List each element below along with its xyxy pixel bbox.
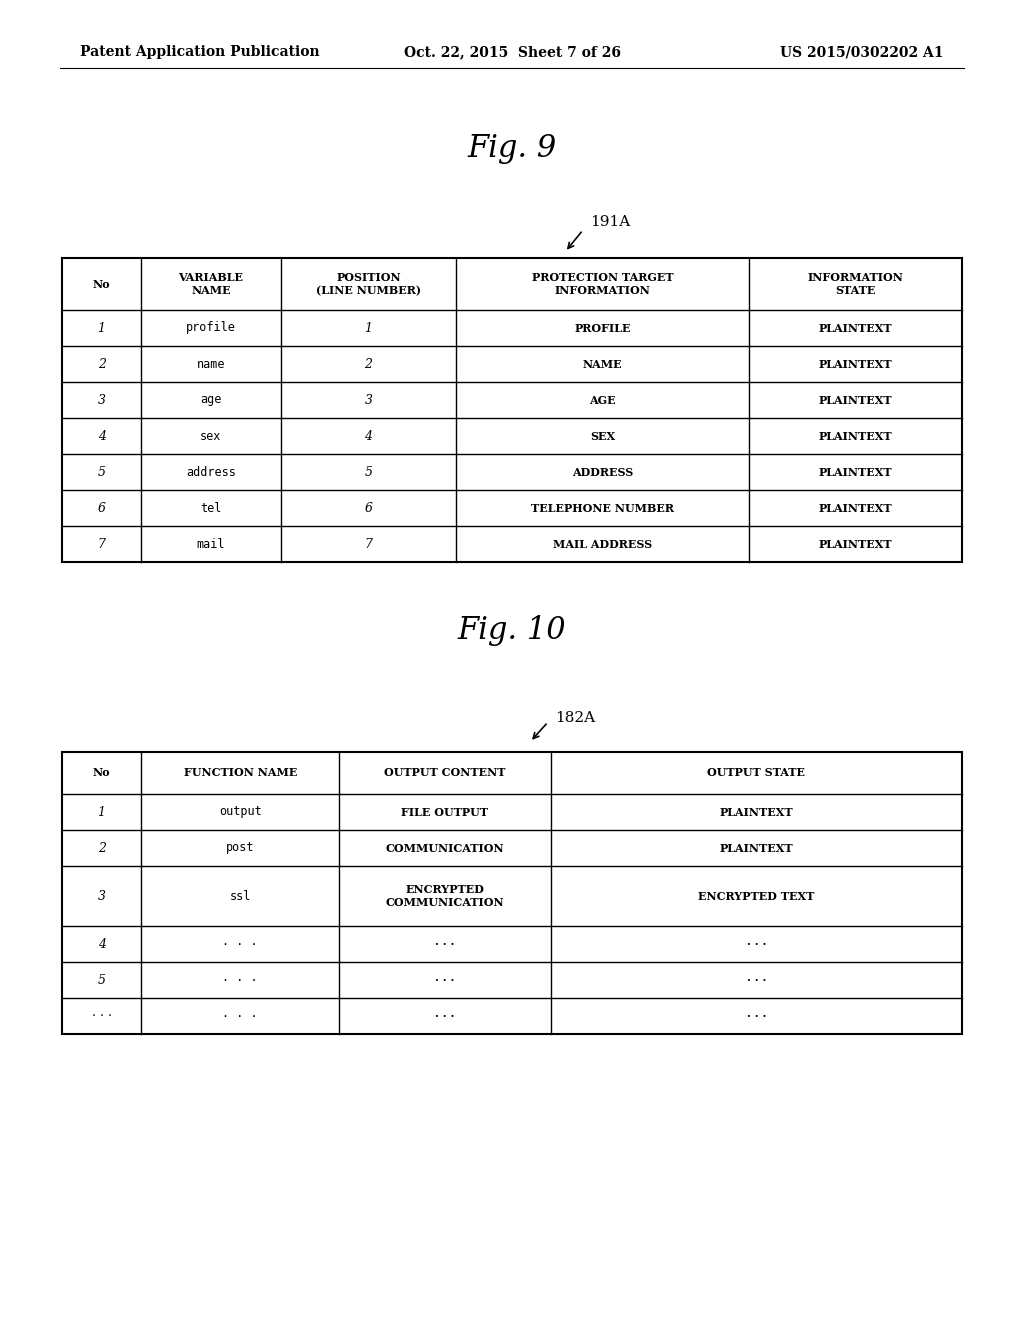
Bar (62, 257, 962, 562)
Text: · · ·: · · · (222, 974, 258, 986)
Text: ADDRESS: ADDRESS (571, 466, 633, 478)
Text: 182A: 182A (555, 711, 595, 725)
Text: Patent Application Publication: Patent Application Publication (80, 45, 319, 59)
Text: OUTPUT STATE: OUTPUT STATE (708, 767, 805, 779)
Text: 5: 5 (97, 974, 105, 986)
Text: 1: 1 (365, 322, 373, 334)
Text: FUNCTION NAME: FUNCTION NAME (183, 767, 297, 779)
Text: PLAINTEXT: PLAINTEXT (818, 503, 892, 513)
Text: 191A: 191A (590, 215, 630, 228)
Text: 2: 2 (97, 842, 105, 854)
Text: COMMUNICATION: COMMUNICATION (386, 842, 504, 854)
Text: PLAINTEXT: PLAINTEXT (818, 430, 892, 441)
Text: 4: 4 (365, 429, 373, 442)
Text: PLAINTEXT: PLAINTEXT (720, 842, 794, 854)
Text: PROFILE: PROFILE (574, 322, 631, 334)
Text: PLAINTEXT: PLAINTEXT (720, 807, 794, 817)
Text: FILE OUTPUT: FILE OUTPUT (401, 807, 488, 817)
Text: output: output (219, 805, 261, 818)
Text: 3: 3 (97, 890, 105, 903)
Text: · · ·: · · · (746, 939, 766, 949)
Text: 4: 4 (97, 429, 105, 442)
Text: Fig. 10: Fig. 10 (458, 615, 566, 645)
Text: 6: 6 (97, 502, 105, 515)
Text: PLAINTEXT: PLAINTEXT (818, 322, 892, 334)
Text: tel: tel (201, 502, 221, 515)
Text: INFORMATION
STATE: INFORMATION STATE (807, 272, 903, 296)
Text: PROTECTION TARGET
INFORMATION: PROTECTION TARGET INFORMATION (531, 272, 673, 296)
Text: 7: 7 (97, 537, 105, 550)
Text: AGE: AGE (589, 395, 615, 405)
Text: age: age (201, 393, 221, 407)
Text: 1: 1 (97, 322, 105, 334)
Text: 7: 7 (365, 537, 373, 550)
Text: Oct. 22, 2015  Sheet 7 of 26: Oct. 22, 2015 Sheet 7 of 26 (403, 45, 621, 59)
Text: 2: 2 (365, 358, 373, 371)
Text: · · ·: · · · (746, 974, 766, 986)
Text: 5: 5 (365, 466, 373, 479)
Text: 3: 3 (365, 393, 373, 407)
Text: VARIABLE
NAME: VARIABLE NAME (178, 272, 244, 296)
Text: No: No (93, 767, 111, 779)
Text: ENCRYPTED
COMMUNICATION: ENCRYPTED COMMUNICATION (386, 884, 504, 908)
Text: 2: 2 (97, 358, 105, 371)
Text: · · ·: · · · (435, 974, 455, 986)
Text: 3: 3 (97, 393, 105, 407)
Text: SEX: SEX (590, 430, 615, 441)
Text: 6: 6 (365, 502, 373, 515)
Text: ssl: ssl (229, 890, 251, 903)
Text: name: name (197, 358, 225, 371)
Bar (62, 752, 962, 1034)
Text: profile: profile (186, 322, 236, 334)
Text: 1: 1 (97, 805, 105, 818)
Text: · · ·: · · · (435, 1011, 455, 1022)
Text: No: No (93, 279, 111, 289)
Text: Fig. 9: Fig. 9 (467, 132, 557, 164)
Text: · · ·: · · · (222, 1010, 258, 1023)
Text: · · ·: · · · (222, 937, 258, 950)
Text: PLAINTEXT: PLAINTEXT (818, 395, 892, 405)
Text: OUTPUT CONTENT: OUTPUT CONTENT (384, 767, 506, 779)
Text: US 2015/0302202 A1: US 2015/0302202 A1 (780, 45, 944, 59)
Text: · · ·: · · · (91, 1010, 112, 1023)
Text: · · ·: · · · (435, 939, 455, 949)
Text: NAME: NAME (583, 359, 623, 370)
Text: POSITION
(LINE NUMBER): POSITION (LINE NUMBER) (316, 272, 421, 296)
Text: MAIL ADDRESS: MAIL ADDRESS (553, 539, 652, 549)
Text: · · ·: · · · (746, 1011, 766, 1022)
Text: ENCRYPTED TEXT: ENCRYPTED TEXT (698, 891, 814, 902)
Text: PLAINTEXT: PLAINTEXT (818, 466, 892, 478)
Text: sex: sex (201, 429, 221, 442)
Text: post: post (226, 842, 254, 854)
Text: address: address (186, 466, 236, 479)
Text: TELEPHONE NUMBER: TELEPHONE NUMBER (531, 503, 674, 513)
Text: 4: 4 (97, 937, 105, 950)
Text: mail: mail (197, 537, 225, 550)
Text: PLAINTEXT: PLAINTEXT (818, 359, 892, 370)
Text: 5: 5 (97, 466, 105, 479)
Text: PLAINTEXT: PLAINTEXT (818, 539, 892, 549)
